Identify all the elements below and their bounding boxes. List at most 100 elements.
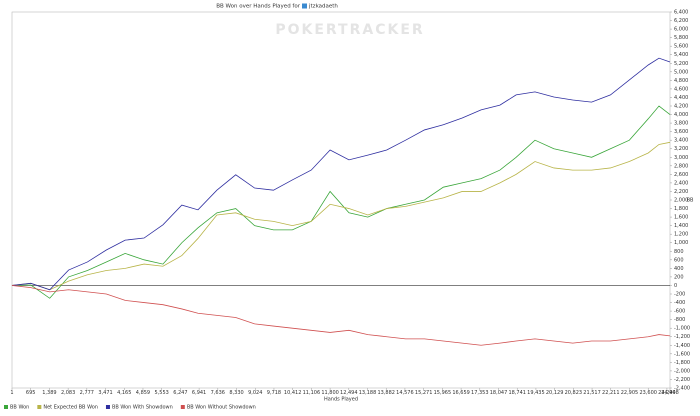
- x-tick-label: 15,271: [415, 390, 433, 396]
- x-tick-label: 2,777: [80, 390, 94, 396]
- y-tick-label: -200: [674, 292, 685, 298]
- y-tick-label: 3,000: [674, 155, 688, 161]
- y-tick-label: 4,000: [674, 112, 688, 118]
- y-tick-label: 1,800: [674, 206, 688, 212]
- x-tick-label: 18,047: [490, 390, 508, 396]
- y-tick-label: 5,200: [674, 61, 688, 67]
- y-tick-label: 3,600: [674, 129, 688, 135]
- x-tick-label: 19,435: [527, 390, 545, 396]
- x-tick-label: 14,576: [396, 390, 414, 396]
- x-tick-label: 23,600: [639, 390, 657, 396]
- y-tick-label: 4,200: [674, 104, 688, 110]
- y-tick-label: -1,200: [674, 334, 690, 340]
- y-tick-label: -2,000: [674, 368, 690, 374]
- series-line: [11, 57, 671, 291]
- y-tick-label: 4,400: [674, 95, 688, 101]
- x-tick-label: 1: [10, 390, 13, 396]
- y-tick-label: -2,400: [674, 386, 690, 392]
- y-tick-label: 0: [674, 283, 677, 289]
- y-axis-label: BB: [687, 198, 694, 204]
- x-tick-label: 8,330: [229, 390, 243, 396]
- y-tick-label: 2,000: [674, 198, 688, 204]
- y-tick-label: -600: [674, 309, 685, 315]
- y-tick-label: -1,400: [674, 343, 690, 349]
- y-tick-label: 1,600: [674, 215, 688, 221]
- x-tick-label: 3,471: [98, 390, 112, 396]
- x-axis-label: Hands Played: [324, 397, 358, 403]
- x-tick-label: 20,129: [546, 390, 564, 396]
- legend-swatch: [37, 405, 42, 409]
- y-tick-label: 5,000: [674, 69, 688, 75]
- y-tick-label: 5,800: [674, 35, 688, 41]
- y-tick-label: -1,600: [674, 351, 690, 357]
- y-tick-label: 6,200: [674, 18, 688, 24]
- y-tick-label: 4,800: [674, 78, 688, 84]
- x-tick-label: 16,659: [452, 390, 470, 396]
- x-tick-label: 10,412: [284, 390, 302, 396]
- y-tick-label: 400: [674, 266, 684, 272]
- y-tick-label: 4,600: [674, 86, 688, 92]
- x-tick-label: 9,024: [248, 390, 262, 396]
- x-tick-label: 13,188: [359, 390, 377, 396]
- legend-label: BB Won With Showdown: [112, 405, 173, 411]
- y-tick-label: 6,000: [674, 27, 688, 33]
- legend-swatch: [180, 405, 185, 409]
- y-tick-label: 800: [674, 249, 684, 255]
- x-tick-label: 24,294: [658, 390, 676, 396]
- y-tick-label: 2,800: [674, 163, 688, 169]
- player-icon: [302, 3, 307, 9]
- x-tick-label: 12,494: [340, 390, 358, 396]
- x-tick-label: 21,517: [583, 390, 601, 396]
- y-tick-label: 2,400: [674, 180, 688, 186]
- legend-label: BB Won Without Showdown: [187, 405, 256, 411]
- legend-label: Net Expected BB Won: [43, 405, 98, 411]
- player-name: jtzkadaeth: [308, 4, 338, 10]
- x-tick-label: 9,718: [267, 390, 281, 396]
- x-tick-label: 695: [26, 390, 36, 396]
- x-tick-label: 22,211: [602, 390, 620, 396]
- x-tick-label: 4,859: [136, 390, 150, 396]
- watermark: POKERTRACKER: [275, 22, 424, 38]
- legend-swatch: [105, 405, 110, 409]
- x-tick-label: 6,941: [192, 390, 206, 396]
- x-tick-label: 18,741: [508, 390, 526, 396]
- y-tick-label: -1,000: [674, 326, 690, 332]
- x-tick-label: 24,408: [661, 390, 679, 396]
- y-tick-label: 3,400: [674, 138, 688, 144]
- x-tick-label: 22,905: [621, 390, 639, 396]
- y-tick-label: 200: [674, 274, 684, 280]
- series-line: [11, 141, 671, 291]
- y-tick-label: -400: [674, 300, 685, 306]
- x-tick-label: 17,353: [471, 390, 489, 396]
- x-tick-label: 15,965: [434, 390, 452, 396]
- chart-title: BB Won over Hands Played for: [216, 4, 301, 10]
- y-tick-label: 2,200: [674, 189, 688, 195]
- y-tick-label: 3,800: [674, 121, 688, 127]
- y-tick-label: 1,200: [674, 232, 688, 238]
- x-tick-label: 11,800: [321, 390, 339, 396]
- x-tick-label: 4,165: [117, 390, 131, 396]
- legend-swatch: [4, 405, 8, 409]
- y-tick-label: -800: [674, 317, 685, 323]
- series-line: [11, 105, 671, 299]
- y-tick-label: 3,200: [674, 146, 688, 152]
- y-tick-label: 600: [674, 257, 684, 263]
- y-tick-label: -1,800: [674, 360, 690, 366]
- x-tick-label: 13,882: [377, 390, 395, 396]
- x-tick-label: 6,247: [173, 390, 187, 396]
- x-tick-label: 1,389: [42, 390, 56, 396]
- series-line: [11, 285, 671, 346]
- y-tick-label: 1,400: [674, 223, 688, 229]
- y-tick-label: 5,400: [674, 52, 688, 58]
- y-tick-label: -2,200: [674, 377, 690, 383]
- x-tick-label: 5,553: [155, 390, 169, 396]
- x-tick-label: 20,823: [565, 390, 583, 396]
- legend-label: BB Won: [10, 405, 29, 411]
- y-tick-label: 2,600: [674, 172, 688, 178]
- x-tick-label: 11,106: [303, 390, 321, 396]
- y-tick-label: 5,600: [674, 44, 688, 50]
- x-tick-label: 2,083: [61, 390, 75, 396]
- y-tick-label: 1,000: [674, 240, 688, 246]
- y-tick-label: 6,400: [674, 10, 688, 16]
